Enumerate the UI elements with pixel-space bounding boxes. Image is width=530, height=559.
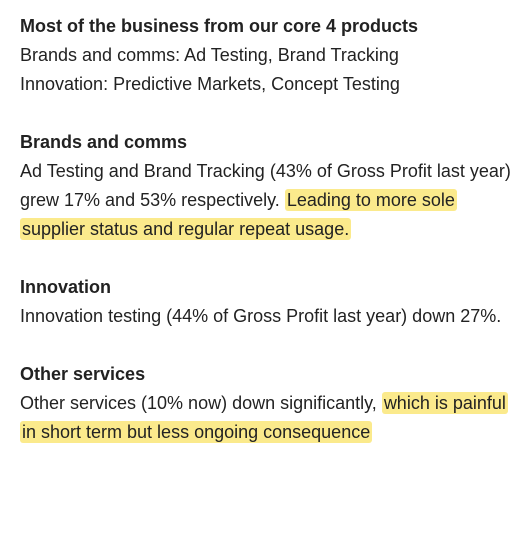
brands-and-comms-paragraph: Ad Testing and Brand Tracking (43% of Gr… xyxy=(20,157,516,244)
innovation-paragraph: Innovation testing (44% of Gross Profit … xyxy=(20,306,502,326)
core-products-line-brands: Brands and comms: Ad Testing, Brand Trac… xyxy=(20,45,399,65)
brands-and-comms-text: Ad Testing and Brand Tracking (43% of Gr… xyxy=(20,161,511,210)
core-products-line-innovation: Innovation: Predictive Markets, Concept … xyxy=(20,74,400,94)
other-services-text: Other services (10% now) down significan… xyxy=(20,393,382,413)
section-heading-core-products: Most of the business from our core 4 pro… xyxy=(20,16,419,36)
document: Most of the business from our core 4 pro… xyxy=(20,12,516,447)
section-heading-brands-and-comms: Brands and comms xyxy=(20,132,188,152)
section-innovation: Innovation Innovation testing (44% of Gr… xyxy=(20,273,516,331)
other-services-paragraph: Other services (10% now) down significan… xyxy=(20,389,516,447)
section-heading-innovation: Innovation xyxy=(20,277,111,297)
section-other-services: Other services Other services (10% now) … xyxy=(20,360,516,447)
section-core-products: Most of the business from our core 4 pro… xyxy=(20,12,516,99)
section-heading-other-services: Other services xyxy=(20,364,146,384)
section-brands-and-comms: Brands and comms Ad Testing and Brand Tr… xyxy=(20,128,516,244)
